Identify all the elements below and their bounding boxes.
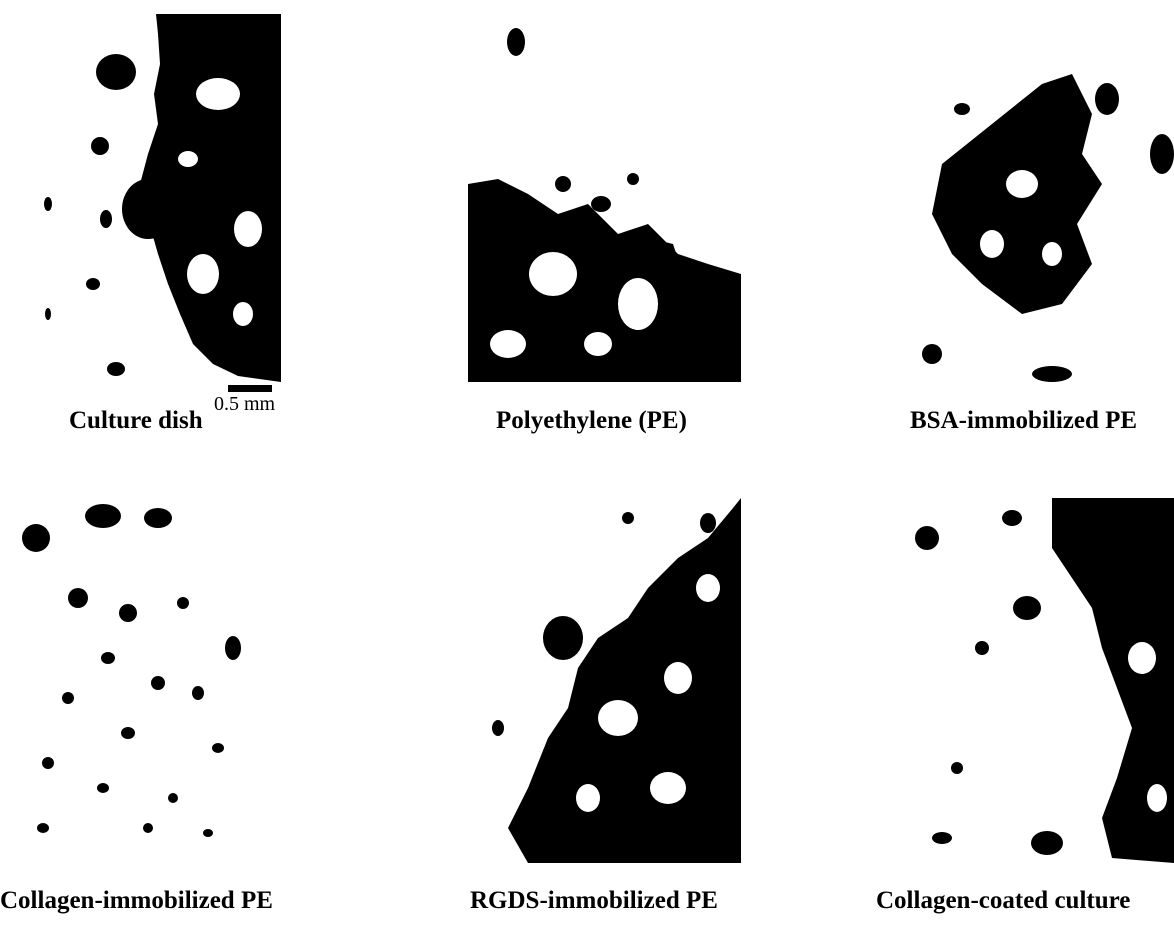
caption-polyethylene: Polyethylene (PE) xyxy=(496,407,687,434)
micrograph-collagen-immobilized xyxy=(8,498,271,860)
caption-culture-dish: Culture dish xyxy=(69,407,203,434)
micrograph-polyethylene xyxy=(468,14,741,382)
caption-bsa-immobilized: BSA-immobilized PE xyxy=(910,407,1138,434)
caption-collagen-coated: Collagen-coated culture xyxy=(876,887,1131,914)
caption-rgds-immobilized: RGDS-immobilized PE xyxy=(470,887,718,914)
scale-bar-label: 0.5 mm xyxy=(214,393,276,415)
caption-collagen-immobilized: Collagen-immobilized PE xyxy=(0,887,273,914)
micrograph-bsa-immobilized xyxy=(902,14,1174,382)
scale-bar xyxy=(228,385,272,392)
micrograph-culture-dish xyxy=(8,14,281,382)
micrograph-collagen-coated xyxy=(902,498,1174,863)
micrograph-rgds-immobilized xyxy=(468,498,741,863)
